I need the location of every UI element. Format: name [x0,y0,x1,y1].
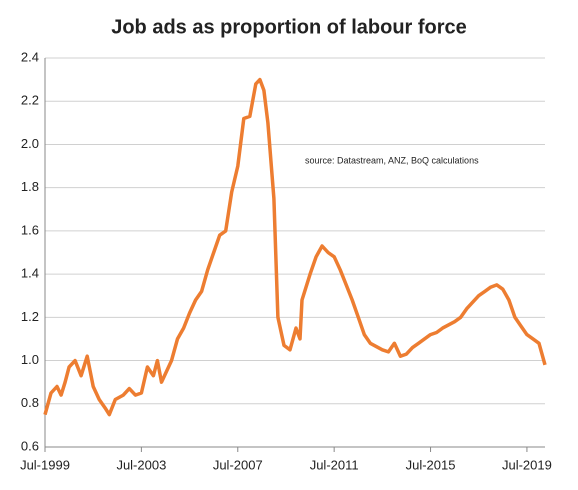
annotation: source: Datastream, ANZ, BoQ calculation… [305,155,479,165]
y-tick-label: 2.0 [21,136,39,151]
y-tick-label: 1.2 [21,309,39,324]
x-tick-label: Jul-1999 [20,457,70,472]
x-tick-label: Jul-2007 [213,457,263,472]
y-tick-label: 1.6 [21,222,39,237]
x-tick-label: Jul-2011 [310,457,359,472]
line-series [43,77,547,417]
y-tick-label: 2.4 [21,49,39,64]
y-tick-label: 0.6 [21,438,39,453]
y-tick-label: 1.0 [21,352,39,367]
x-tick-label: Jul-2003 [116,457,166,472]
x-tick-label: Jul-2015 [406,457,456,472]
y-tick-label: 0.8 [21,395,39,410]
chart-title: Job ads as proportion of labour force [111,16,467,38]
y-tick-label: 2.2 [21,93,39,108]
y-tick-label: 1.4 [21,266,39,281]
x-tick-label: Jul-2019 [502,457,552,472]
y-tick-label: 1.8 [21,179,39,194]
